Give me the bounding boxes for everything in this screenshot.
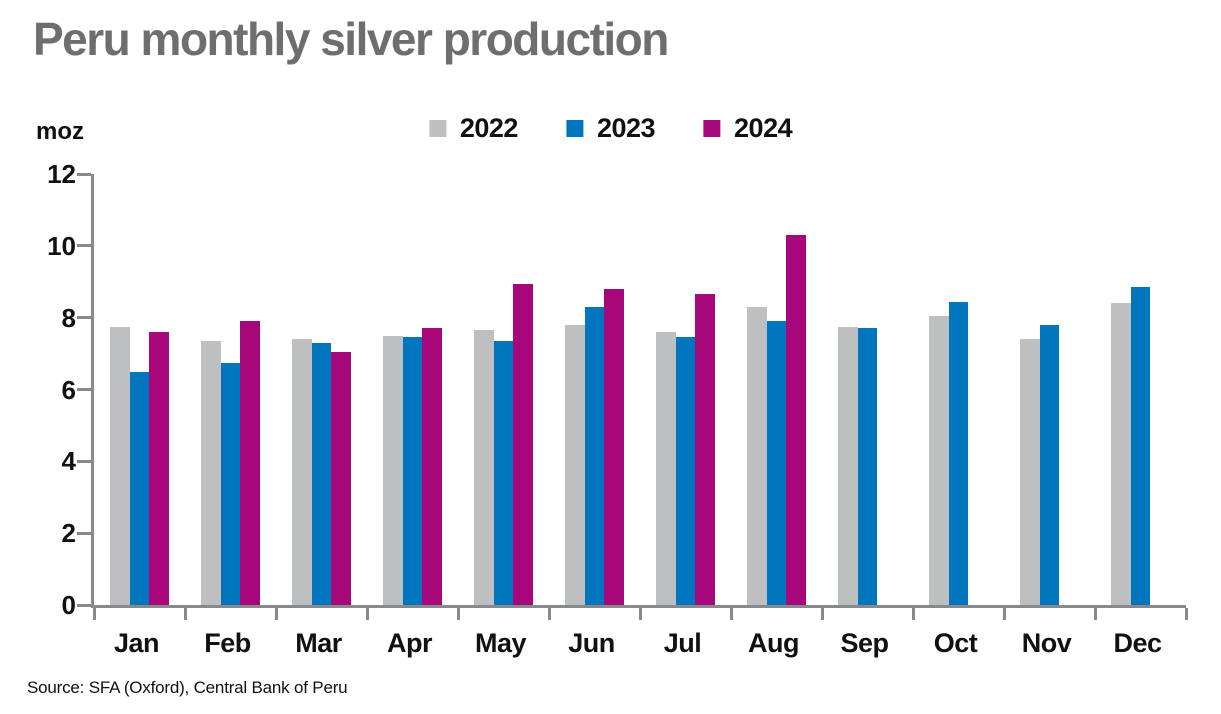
bar-2022-Jun [565,324,585,605]
category-Feb [185,174,276,605]
category-Aug [731,174,822,605]
x-axis-tick [911,608,915,620]
bar-2024-Aug [786,235,806,605]
x-axis-tick [1184,608,1188,620]
legend-swatch-icon [428,120,446,137]
category-Apr [367,174,458,605]
legend-label: 2023 [596,113,656,143]
y-axis-tick [77,316,91,320]
bar-2023-Jun [584,306,604,605]
x-axis-label-Jun: Jun [568,628,615,658]
bar-2022-Jan [110,326,130,605]
bar-2022-Oct [929,315,949,605]
category-Nov [1004,174,1095,605]
x-axis-label-Oct: Oct [933,628,978,658]
x-axis-tick [729,608,733,620]
x-axis-tick [456,608,460,620]
y-axis-tick [77,388,91,391]
y-axis-tick [77,459,91,463]
bar-2023-Aug [766,321,786,605]
bar-2024-Jul [695,294,715,605]
bar-2024-Jun [604,288,624,605]
y-axis-tick [77,531,91,535]
legend-item-2022: 2022 [428,113,519,144]
category-Dec [1095,174,1186,605]
bar-2022-Nov [1020,339,1040,605]
x-axis-tick [365,608,369,620]
legend-label: 2024 [734,113,793,143]
legend-swatch-icon [703,120,721,137]
x-axis-tick [92,608,96,620]
bar-2023-Feb [220,362,240,605]
x-axis-tick [1002,608,1006,620]
x-axis-label-May: May [474,628,527,658]
category-May [458,174,549,605]
source-note: Source: SFA (Oxford), Central Bank of Pe… [27,678,348,697]
y-axis-label-8: 8 [61,302,76,333]
bar-2023-May [493,341,513,605]
bar-2022-Jul [656,332,676,605]
y-axis-label-10: 10 [47,230,76,261]
bar-2024-May [513,283,533,605]
category-Sep [822,174,913,605]
x-axis-tick [183,608,187,620]
y-axis-tick [77,603,91,607]
bar-2024-Mar [331,351,351,605]
bar-2022-Aug [747,306,767,605]
x-axis-tick [638,608,642,620]
bar-2023-Oct [948,301,968,605]
x-axis-label-Dec: Dec [1113,628,1162,658]
bar-2022-Dec [1111,303,1131,605]
bar-2023-Mar [311,342,331,605]
category-Jul [640,174,731,605]
x-axis-tick [274,608,278,620]
category-Jun [549,174,640,605]
y-axis-label-2: 2 [61,518,76,549]
y-axis-label-12: 12 [47,159,76,189]
category-Mar [276,174,367,605]
x-axis-tick [820,608,824,620]
bar-2023-Jan [129,371,149,605]
plot-area [77,172,1188,620]
bar-2022-May [474,330,494,605]
legend: 2022 2023 2024 [428,113,793,144]
legend-swatch-icon [565,120,583,137]
bar-2022-Apr [383,335,403,605]
bar-2024-Feb [240,321,260,605]
legend-item-2024: 2024 [703,113,793,144]
x-axis-label-Feb: Feb [204,628,251,658]
x-axis-label-Mar: Mar [295,628,342,658]
x-axis-label-Sep: Sep [840,628,889,658]
category-Jan [94,174,185,605]
page-title: Peru monthly silver production [33,13,669,65]
y-axis-label-6: 6 [61,374,76,405]
y-axis-label-4: 4 [61,446,76,477]
bar-2024-Jan [149,332,169,605]
x-axis-label-Apr: Apr [387,628,433,658]
bar-2022-Mar [292,339,312,605]
legend-label: 2022 [459,113,519,143]
x-axis-label-Jul: Jul [663,628,702,658]
y-axis-label-0: 0 [61,590,76,620]
bar-2023-Nov [1039,324,1059,605]
bar-2022-Feb [201,341,221,605]
bar-2023-Sep [857,328,877,605]
y-axis-tick [77,244,91,248]
bar-2022-Sep [838,326,858,605]
x-axis-label-Nov: Nov [1021,628,1072,658]
x-axis-label-Aug: Aug [748,628,799,658]
category-Oct [913,174,1004,605]
legend-item-2023: 2023 [565,113,656,144]
bar-2023-Jul [675,337,695,605]
x-axis-label-Jan: Jan [113,628,160,658]
x-axis-tick [1093,608,1097,620]
bar-2023-Apr [402,337,422,605]
bar-2024-Apr [422,328,442,605]
y-axis-tick [77,172,91,176]
y-axis-unit-label: moz [36,118,84,145]
bar-2023-Dec [1130,287,1150,605]
x-axis-tick [547,608,551,620]
